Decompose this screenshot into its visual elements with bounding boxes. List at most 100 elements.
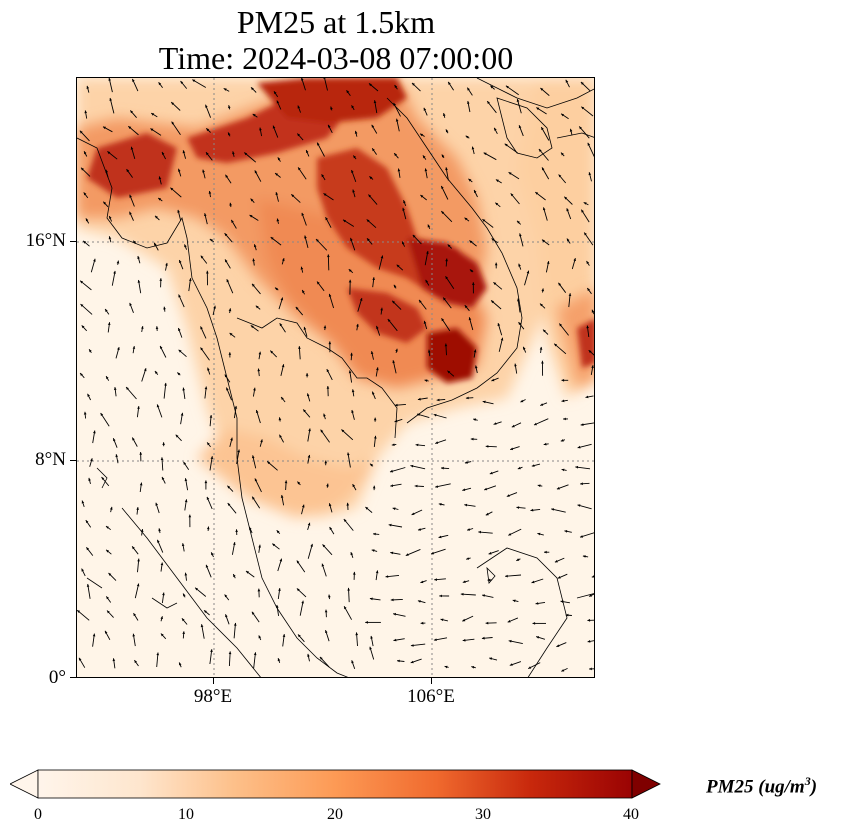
wind-arrowhead [301, 212, 305, 216]
wind-arrowhead [158, 198, 162, 201]
wind-arrowhead [200, 347, 204, 351]
wind-arrowhead [579, 126, 582, 130]
wind-arrowhead [275, 287, 278, 291]
wind-arrowhead [229, 333, 233, 336]
wind-arrowhead [109, 506, 113, 510]
wind-arrowhead [326, 369, 330, 373]
wind-arrowhead [373, 100, 377, 104]
wind-arrowhead [329, 527, 333, 530]
wind-arrowhead [372, 148, 375, 152]
wind-arrowhead [208, 191, 212, 194]
wind-arrowhead [388, 523, 392, 527]
wind-arrowhead [300, 266, 304, 270]
wind-arrowhead [390, 484, 394, 487]
wind-arrowhead [396, 264, 400, 268]
wind-arrowhead [296, 560, 300, 564]
wind-arrowhead [494, 262, 498, 266]
wind-arrowhead [207, 442, 210, 446]
wind-arrowhead [137, 558, 140, 562]
wind-arrowhead [209, 415, 213, 418]
wind-arrowhead [420, 580, 424, 584]
wind-arrowhead [558, 282, 562, 286]
wind-arrowhead [511, 424, 515, 428]
wind-arrowhead [376, 367, 379, 371]
wind-arrowhead [195, 587, 198, 591]
wind-arrowhead [320, 429, 324, 433]
wind-arrowhead [224, 233, 228, 237]
wind-arrowhead [228, 352, 232, 355]
wind-arrowhead [157, 539, 160, 543]
wind-arrowhead [393, 638, 397, 642]
wind-arrowhead [183, 593, 186, 597]
wind-arrowhead [156, 404, 160, 408]
wind-arrowhead [348, 279, 352, 283]
wind-arrowhead [280, 297, 284, 301]
wind-arrowhead [482, 219, 486, 222]
wind-arrowhead [436, 398, 440, 402]
wind-arrowhead [108, 573, 112, 576]
wind-arrowhead [508, 172, 512, 175]
wind-arrowhead [304, 235, 307, 239]
wind-arrowhead [471, 666, 475, 669]
wind-arrowhead [504, 143, 508, 147]
wind-arrowhead [282, 258, 285, 262]
wind-arrowhead [109, 216, 112, 219]
wind-arrowhead [469, 269, 473, 273]
wind-arrowhead [393, 612, 396, 616]
wind-arrowhead [419, 299, 422, 303]
wind-arrowhead [92, 633, 96, 637]
wind-arrowhead [390, 551, 394, 555]
wind-arrowhead [412, 234, 416, 238]
wind-arrowhead [580, 535, 583, 538]
wind-arrowhead [278, 588, 281, 591]
wind-arrowhead [557, 576, 561, 579]
wind-arrowhead [297, 481, 301, 485]
wind-arrowhead [251, 611, 255, 615]
wind-arrowhead [321, 563, 325, 567]
wind-arrowhead [228, 308, 232, 312]
wind-arrowhead [227, 485, 231, 489]
wind-arrowhead [369, 83, 372, 87]
wind-arrowhead [423, 107, 427, 111]
wind-arrowhead [134, 660, 137, 664]
wind-arrowhead [391, 443, 395, 446]
wind-arrowhead [230, 437, 233, 441]
wind-arrowhead [328, 293, 332, 297]
wind-arrowhead [471, 146, 475, 150]
wind-arrowhead [587, 142, 591, 146]
wind-arrowhead [178, 328, 181, 331]
wind-arrowhead [251, 455, 255, 459]
wind-arrow [77, 609, 90, 621]
wind-arrowhead [348, 269, 352, 272]
wind-arrowhead [244, 152, 248, 156]
wind-arrow [327, 254, 330, 271]
wind-arrowhead [395, 118, 399, 122]
wind-arrowhead [517, 220, 520, 224]
x-tick-mark-106e [431, 678, 432, 684]
wind-arrowhead [158, 528, 161, 532]
wind-arrowhead [444, 343, 448, 347]
wind-arrowhead [233, 542, 236, 545]
wind-arrowhead [467, 528, 470, 531]
wind-arrowhead [182, 387, 185, 391]
wind-arrowhead [323, 325, 327, 329]
y-tick-mark-16n [70, 241, 76, 242]
y-tick-label: 8°N [35, 449, 66, 470]
wind-arrowhead [355, 632, 359, 636]
wind-arrowhead [260, 439, 263, 443]
wind-arrowhead [516, 506, 520, 509]
wind-arrowhead [139, 452, 143, 455]
wind-arrowhead [435, 485, 439, 488]
wind-arrowhead [316, 239, 319, 242]
wind-arrowhead [204, 386, 208, 390]
wind-arrowhead [225, 614, 228, 618]
wind-arrowhead [431, 551, 434, 555]
wind-arrowhead [402, 241, 405, 245]
wind-arrowhead [561, 399, 565, 403]
wind-arrowhead [410, 660, 414, 664]
wind-arrowhead [542, 167, 545, 171]
wind-arrowhead [298, 167, 301, 171]
wind-arrowhead [540, 88, 544, 91]
wind-arrowhead [235, 529, 238, 532]
wind-arrowhead [580, 482, 583, 486]
